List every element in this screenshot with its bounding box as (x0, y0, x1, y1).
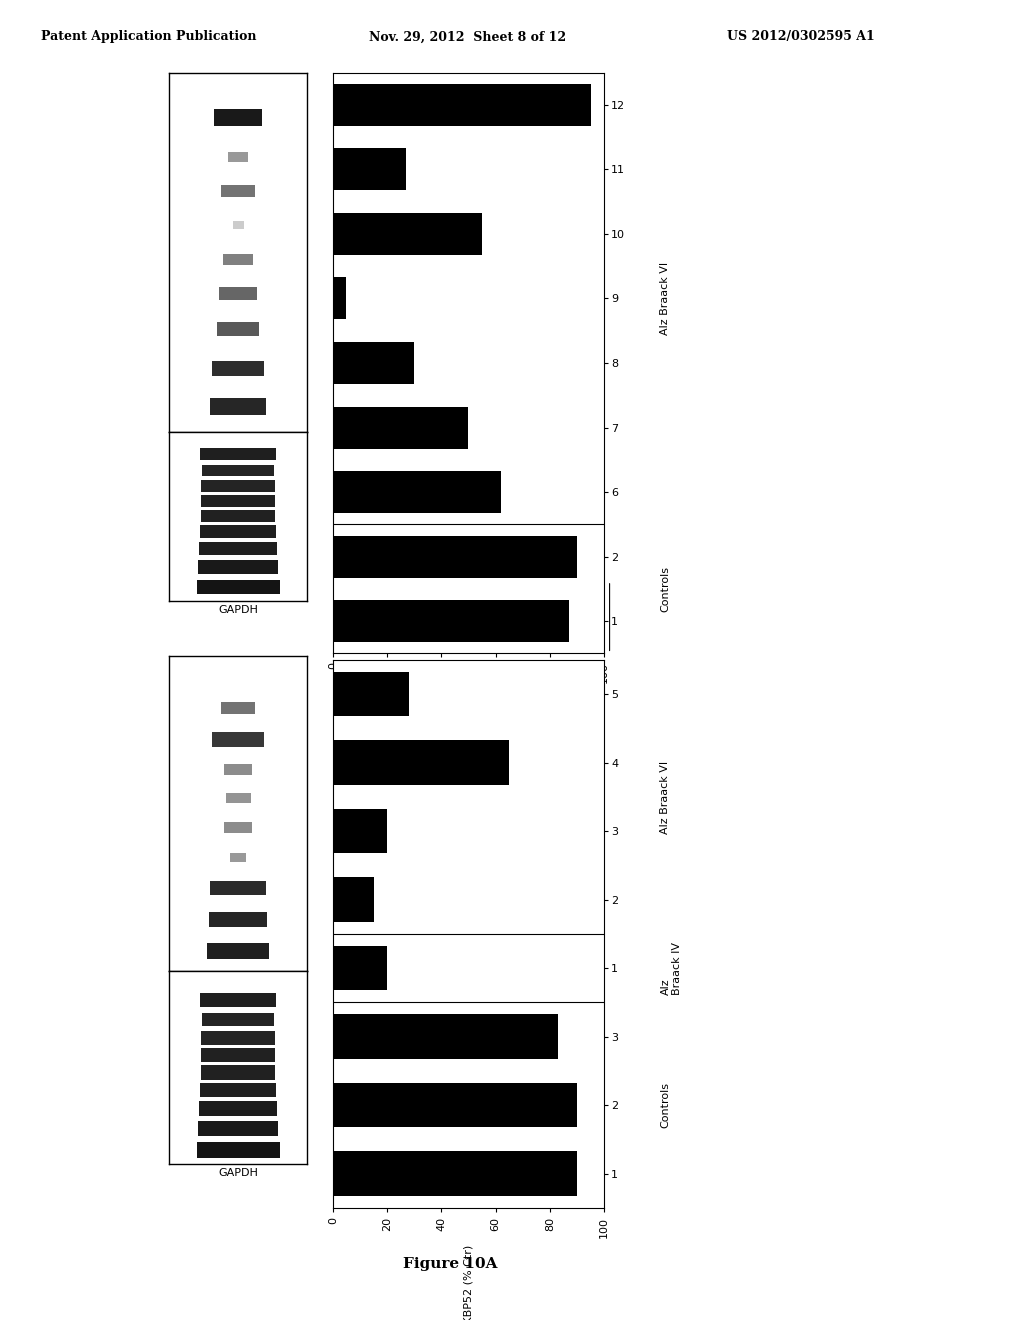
Bar (200, 541, 276, 554)
Bar (211, 399, 266, 414)
Bar (333, 1151, 578, 1196)
Bar (201, 1048, 275, 1063)
Bar (217, 322, 259, 337)
Bar (333, 536, 578, 578)
Bar (229, 853, 247, 862)
Bar (197, 1142, 280, 1158)
Bar (202, 479, 274, 491)
Bar (221, 702, 255, 714)
Bar (333, 1082, 578, 1127)
Text: Controls: Controls (660, 1082, 671, 1129)
Text: US 2012/0302595 A1: US 2012/0302595 A1 (727, 30, 874, 44)
Bar (221, 185, 255, 198)
Bar (200, 447, 276, 459)
X-axis label: FKBP52 (% Ctr): FKBP52 (% Ctr) (464, 1245, 473, 1320)
Bar (223, 253, 253, 265)
Bar (333, 809, 387, 854)
Bar (333, 471, 501, 513)
Bar (202, 1012, 274, 1026)
Text: Patent Application Publication: Patent Application Publication (41, 30, 256, 44)
Bar (211, 880, 266, 895)
Bar (214, 108, 262, 127)
Bar (209, 912, 267, 927)
Bar (201, 510, 275, 523)
Bar (333, 277, 346, 319)
Bar (202, 465, 274, 477)
Bar (224, 764, 252, 775)
Bar (224, 822, 252, 833)
Bar (333, 878, 374, 921)
Bar (333, 148, 407, 190)
Text: Alz Braack VI: Alz Braack VI (660, 261, 671, 335)
Bar (225, 793, 251, 803)
Bar (212, 362, 264, 376)
Bar (197, 579, 280, 594)
Bar (207, 942, 269, 958)
Bar (201, 495, 275, 507)
Bar (333, 672, 409, 717)
Bar (200, 993, 276, 1007)
Bar (333, 741, 509, 785)
X-axis label: FKBP52 (% Ctr): FKBP52 (% Ctr) (464, 690, 473, 776)
Bar (333, 601, 569, 642)
Text: Controls: Controls (660, 566, 671, 612)
X-axis label: GAPDH: GAPDH (218, 1168, 258, 1179)
X-axis label: FKBP52: FKBP52 (217, 436, 259, 446)
Bar (201, 1065, 275, 1080)
Bar (198, 560, 279, 574)
Bar (219, 288, 257, 300)
Bar (333, 407, 469, 449)
Bar (333, 946, 387, 990)
Text: Alz
Braack IV: Alz Braack IV (660, 941, 682, 995)
Text: Figure 10A: Figure 10A (403, 1257, 498, 1271)
Text: Nov. 29, 2012  Sheet 8 of 12: Nov. 29, 2012 Sheet 8 of 12 (369, 30, 566, 44)
Bar (333, 213, 482, 255)
Bar (200, 525, 276, 537)
Bar (232, 222, 244, 230)
X-axis label: FKBP52: FKBP52 (217, 975, 259, 985)
Bar (333, 84, 591, 125)
Bar (227, 152, 249, 162)
Bar (198, 1121, 279, 1137)
Bar (333, 342, 414, 384)
Bar (200, 1101, 276, 1115)
Bar (202, 1031, 274, 1044)
Bar (212, 731, 264, 747)
Text: Alz Braack VI: Alz Braack VI (660, 760, 671, 833)
X-axis label: GAPDH: GAPDH (218, 605, 258, 615)
Bar (200, 1082, 276, 1097)
Bar (333, 1014, 558, 1059)
